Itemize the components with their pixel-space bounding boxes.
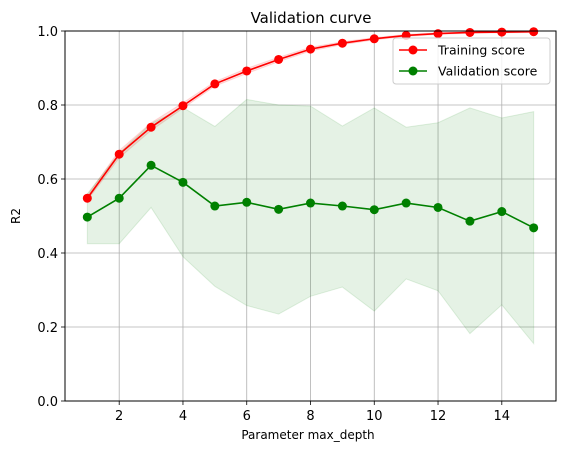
x-tick-label: 14 [494, 409, 511, 424]
training-score-point [369, 34, 379, 44]
y-tick-label: 0.8 [37, 99, 58, 114]
validation-score-point [178, 177, 188, 187]
axis-ticks: 2 4 6 8 10 12 14 0.0 0.2 0.4 0.6 0.8 1.0 [37, 25, 510, 424]
training-score-point [274, 54, 284, 64]
y-tick-label: 0.2 [37, 321, 58, 336]
training-score-legend-marker [408, 45, 418, 55]
validation-score-point [497, 207, 507, 217]
validation-score-point [306, 198, 315, 208]
training-score-point [178, 101, 188, 111]
training-score-point [306, 44, 315, 54]
validation-score-point [529, 223, 539, 233]
legend: Training score Validation score [392, 37, 551, 85]
y-tick-label: 1.0 [37, 25, 58, 40]
training-score-point [82, 193, 92, 203]
x-tick-label: 10 [366, 409, 383, 424]
validation-score-point [369, 205, 379, 215]
x-tick-label: 12 [430, 409, 447, 424]
training-score-point [146, 122, 156, 132]
training-score-point [337, 38, 347, 48]
training-score-point [433, 29, 443, 39]
x-axis-label: Parameter max_depth [241, 428, 374, 442]
validation-score-point [433, 202, 443, 212]
x-tick-label: 8 [306, 409, 314, 424]
validation-score-point [114, 193, 124, 203]
training-score-legend-label: Training score [437, 43, 525, 58]
training-score-point [497, 27, 507, 37]
y-tick-label: 0.4 [37, 247, 58, 262]
validation-score-legend-label: Validation score [438, 64, 538, 79]
validation-score-legend-marker [408, 66, 418, 76]
y-tick-label: 0.0 [37, 395, 58, 410]
validation-score-band [86, 98, 535, 346]
training-score-point [465, 27, 475, 37]
y-axis-label: R2 [9, 208, 23, 224]
training-score-point [529, 27, 539, 37]
x-tick-label: 4 [179, 409, 187, 424]
y-tick-label: 0.6 [37, 173, 58, 188]
score-points [82, 27, 539, 233]
x-tick-label: 6 [243, 409, 251, 424]
training-score-point [114, 149, 124, 159]
validation-score-point [210, 201, 220, 211]
validation-score-point [146, 160, 156, 170]
x-tick-label: 2 [115, 409, 123, 424]
legend-box [392, 37, 551, 85]
validation-score-point [401, 198, 411, 208]
training-score-point [242, 66, 252, 76]
validation-score-point [82, 212, 92, 222]
training-score-point [210, 79, 220, 89]
validation-score-point [242, 197, 252, 207]
validation-score-point [465, 216, 475, 226]
validation-score-point [337, 201, 347, 211]
validation-score-point [274, 204, 284, 214]
chart-title: Validation curve [251, 9, 372, 27]
